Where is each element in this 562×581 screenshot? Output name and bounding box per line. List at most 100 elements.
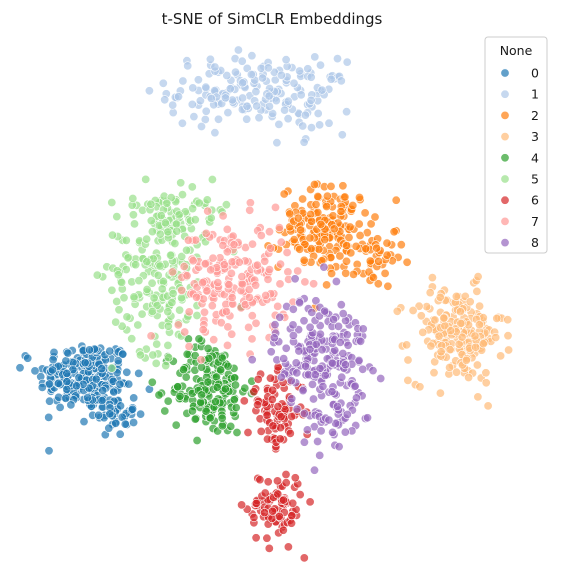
scatter-point-class-1 (205, 54, 215, 64)
scatter-point-class-1 (300, 110, 310, 120)
scatter-point-class-2 (295, 244, 305, 254)
scatter-point-class-1 (177, 118, 187, 128)
scatter-point-class-5 (112, 212, 122, 222)
scatter-point-class-0 (97, 364, 107, 374)
scatter-point-class-8 (320, 306, 330, 316)
scatter-point-class-6 (251, 498, 261, 508)
scatter-point-class-0 (83, 393, 93, 403)
scatter-point-class-7 (177, 285, 187, 295)
scatter-point-class-6 (256, 426, 266, 436)
scatter-point-class-0 (97, 395, 107, 405)
scatter-point-class-1 (306, 72, 316, 82)
scatter-point-class-0 (80, 358, 90, 368)
scatter-point-class-4 (181, 372, 191, 382)
scatter-point-class-8 (327, 387, 337, 397)
scatter-point-class-6 (263, 477, 273, 487)
scatter-point-class-5 (107, 363, 117, 373)
scatter-point-class-8 (350, 381, 360, 391)
scatter-point-class-5 (172, 226, 182, 236)
series-8 (247, 262, 386, 475)
scatter-point-class-2 (306, 244, 316, 254)
scatter-point-class-3 (465, 297, 475, 307)
scatter-point-class-3 (439, 313, 449, 323)
scatter-point-class-7 (206, 265, 216, 275)
scatter-point-class-4 (217, 421, 227, 431)
scatter-point-class-5 (107, 285, 117, 295)
scatter-point-class-1 (201, 82, 211, 92)
scatter-point-class-1 (246, 70, 256, 80)
scatter-point-class-5 (156, 211, 166, 221)
scatter-point-class-5 (108, 230, 118, 240)
scatter-point-class-2 (382, 250, 392, 260)
scatter-point-class-5 (122, 312, 132, 322)
scatter-point-class-1 (238, 78, 248, 88)
scatter-point-class-7 (261, 290, 271, 300)
scatter-point-class-6 (249, 387, 259, 397)
scatter-point-class-7 (245, 205, 255, 215)
scatter-point-class-0 (63, 348, 73, 358)
scatter-point-class-4 (154, 390, 164, 400)
scatter-point-class-7 (200, 307, 210, 317)
scatter-point-class-6 (272, 476, 282, 486)
scatter-point-class-5 (117, 321, 127, 331)
scatter-point-class-4 (197, 390, 207, 400)
scatter-point-class-0 (74, 373, 84, 383)
scatter-point-class-5 (131, 260, 141, 270)
scatter-point-class-3 (436, 347, 446, 357)
scatter-point-class-2 (313, 192, 323, 202)
scatter-point-class-6 (278, 525, 288, 535)
scatter-point-class-0 (45, 396, 55, 406)
scatter-point-class-2 (348, 201, 358, 211)
scatter-point-class-5 (112, 296, 122, 306)
series-5 (92, 174, 239, 373)
scatter-point-class-1 (210, 128, 220, 138)
scatter-point-class-3 (483, 401, 493, 411)
scatter-point-class-7 (247, 311, 257, 321)
scatter-point-class-7 (224, 280, 234, 290)
scatter-point-class-7 (184, 307, 194, 317)
scatter-point-class-2 (311, 200, 321, 210)
scatter-point-class-5 (163, 340, 173, 350)
scatter-point-class-8 (270, 320, 280, 330)
scatter-point-class-3 (456, 318, 466, 328)
scatter-point-class-1 (336, 76, 346, 86)
legend-label-0: 0 (531, 66, 539, 81)
scatter-point-class-5 (161, 361, 171, 371)
scatter-point-class-5 (155, 229, 165, 239)
scatter-point-class-3 (504, 345, 514, 355)
scatter-point-class-7 (227, 293, 237, 303)
scatter-point-class-8 (290, 274, 300, 284)
scatter-point-class-0 (129, 393, 139, 403)
scatter-point-class-7 (168, 267, 178, 277)
scatter-point-class-2 (338, 181, 348, 191)
scatter-point-class-1 (251, 87, 261, 97)
scatter-point-class-5 (168, 288, 178, 298)
scatter-point-class-6 (288, 498, 298, 508)
scatter-point-class-4 (182, 349, 192, 359)
scatter-point-class-2 (366, 219, 376, 229)
scatter-point-class-6 (283, 542, 293, 552)
scatter-point-class-1 (242, 114, 252, 124)
scatter-point-class-5 (162, 198, 172, 208)
scatter-point-class-2 (391, 195, 401, 205)
scatter-point-class-3 (430, 315, 440, 325)
scatter-point-class-5 (141, 174, 151, 184)
scatter-point-class-4 (204, 353, 214, 363)
scatter-point-class-0 (23, 353, 33, 363)
scatter-point-class-3 (474, 320, 484, 330)
scatter-point-class-2 (335, 251, 345, 261)
scatter-point-class-0 (122, 367, 132, 377)
legend-label-5: 5 (531, 172, 539, 187)
scatter-point-class-7 (201, 228, 211, 238)
scatter-point-class-1 (252, 101, 262, 111)
scatter-point-class-5 (182, 245, 192, 255)
scatter-point-class-3 (492, 313, 502, 323)
scatter-point-class-5 (176, 178, 186, 188)
scatter-point-class-8 (319, 262, 329, 272)
scatter-point-class-8 (328, 427, 338, 437)
scatter-point-class-2 (326, 181, 336, 191)
scatter-point-class-1 (158, 78, 168, 88)
scatter-point-class-5 (128, 210, 138, 220)
scatter-point-class-3 (408, 305, 418, 315)
